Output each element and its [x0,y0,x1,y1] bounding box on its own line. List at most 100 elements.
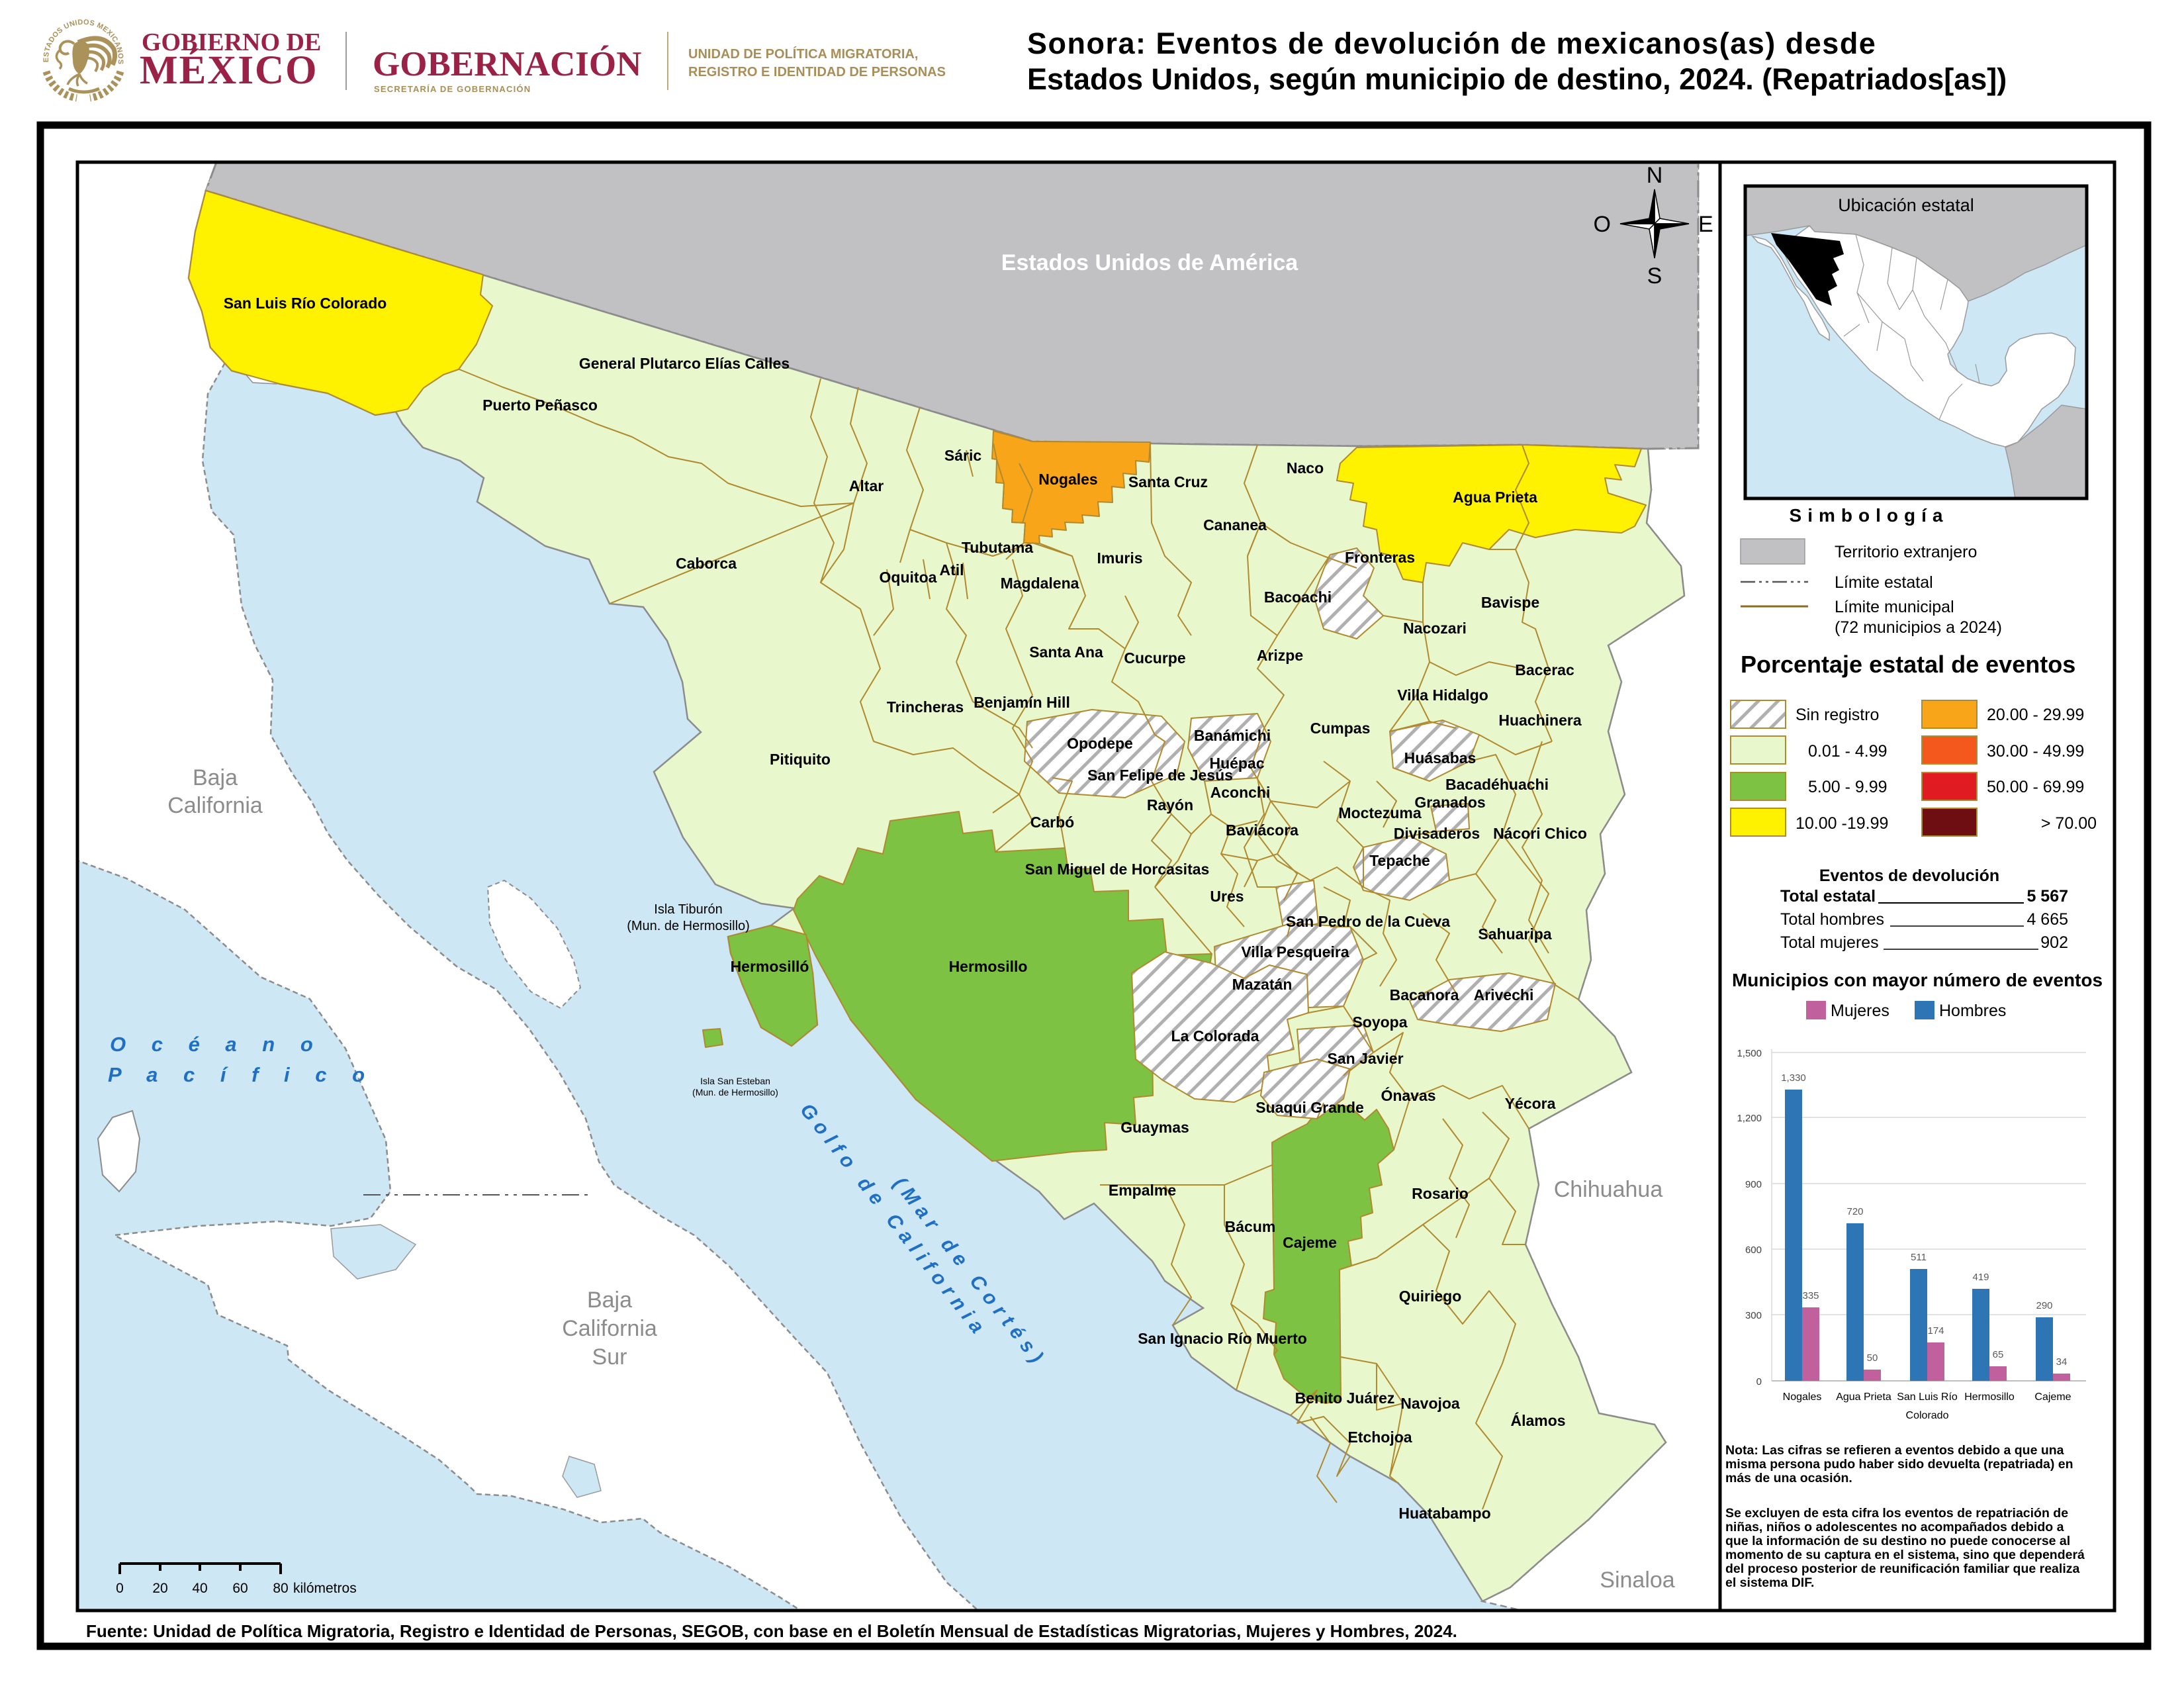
svg-text:San Luis Río Colorado: San Luis Río Colorado [224,295,387,312]
svg-text:Huatabampo: Huatabampo [1398,1505,1490,1522]
svg-text:Municipios con mayor número de: Municipios con mayor número de eventos [1732,970,2103,990]
svg-text:Nogales: Nogales [1783,1391,1822,1403]
svg-text:50: 50 [1867,1352,1878,1364]
svg-text:Hermosillo: Hermosillo [1964,1391,2015,1403]
svg-text:Divisaderos: Divisaderos [1394,825,1480,842]
svg-text:O c é a n o: O c é a n o [110,1033,323,1056]
svg-text:Cajeme: Cajeme [2034,1391,2071,1403]
svg-text:60: 60 [232,1581,248,1596]
svg-text:N: N [1647,163,1663,188]
svg-text:Simbología: Simbología [1790,505,1949,526]
svg-text:Etchojoa: Etchojoa [1347,1429,1412,1446]
svg-text:La Colorada: La Colorada [1171,1027,1259,1045]
svg-text:Imuris: Imuris [1097,549,1142,567]
svg-text:> 70.00: > 70.00 [2041,814,2097,833]
svg-text:que la información de su desti: que la información de su destino no pued… [1725,1534,2070,1548]
svg-text:Isla San Esteban: Isla San Esteban [700,1076,770,1086]
svg-text:34: 34 [2056,1356,2068,1368]
svg-text:Rayón: Rayón [1147,796,1193,814]
svg-text:Total hombres: Total hombres [1780,910,1884,929]
svg-text:Bavispe: Bavispe [1481,594,1539,611]
svg-text:Arivechi: Arivechi [1474,986,1534,1004]
svg-text:0.01 - 4.99: 0.01 - 4.99 [1808,742,1888,761]
svg-text:Álamos: Álamos [1510,1411,1565,1429]
svg-text:(Mun. de Hermosillo): (Mun. de Hermosillo) [692,1087,778,1098]
svg-text:10.00 -19.99: 10.00 -19.99 [1796,814,1888,833]
svg-text:0: 0 [116,1581,124,1596]
svg-text:Moctezuma: Moctezuma [1338,804,1421,821]
svg-text:Cajeme: Cajeme [1283,1234,1337,1251]
svg-text:Trincheras: Trincheras [887,698,964,716]
svg-text:300: 300 [1745,1310,1762,1321]
svg-text:Bacoachi: Bacoachi [1264,588,1332,606]
svg-text:Territorio extranjero: Territorio extranjero [1835,543,1977,561]
svg-text:(72 municipios a 2024): (72 municipios a 2024) [1835,618,2002,637]
svg-text:San Javier: San Javier [1327,1050,1403,1067]
svg-text:30.00 - 49.99: 30.00 - 49.99 [1987,742,2084,761]
svg-text:Magdalena: Magdalena [1001,575,1079,592]
svg-text:902: 902 [2040,933,2068,952]
svg-text:Empalme: Empalme [1109,1182,1176,1199]
svg-text:Cucurpe: Cucurpe [1124,649,1185,667]
svg-text:California: California [167,793,263,818]
svg-text:5.00 - 9.99: 5.00 - 9.99 [1808,778,1888,796]
svg-text:REGISTRO E IDENTIDAD DE PERSON: REGISTRO E IDENTIDAD DE PERSONAS [688,65,946,79]
svg-text:Aconchi: Aconchi [1210,784,1271,801]
svg-text:Suaqui Grande: Suaqui Grande [1255,1099,1364,1116]
svg-text:Sinaloa: Sinaloa [1600,1568,1675,1593]
svg-text:65: 65 [1993,1349,2004,1360]
svg-text:S: S [1647,263,1662,289]
svg-text:Nota: Las cifras se refieren a: Nota: Las cifras se refieren a eventos d… [1725,1443,2064,1458]
svg-text:Huépac: Huépac [1209,755,1264,772]
svg-text:General Plutarco Elías Calles: General Plutarco Elías Calles [579,355,790,372]
svg-text:California: California [562,1316,657,1341]
svg-text:Opodepe: Opodepe [1067,735,1133,752]
svg-text:335: 335 [1802,1290,1819,1301]
svg-text:Fronteras: Fronteras [1345,549,1415,566]
svg-text:Bacanora: Bacanora [1390,986,1459,1004]
svg-text:Granados: Granados [1414,794,1485,811]
svg-text:419: 419 [1972,1272,1989,1283]
svg-text:Altar: Altar [849,477,884,494]
svg-text:Se excluyen de esta cifra los: Se excluyen de esta cifra los eventos de… [1725,1506,2068,1521]
svg-text:Huachinera: Huachinera [1498,712,1581,729]
svg-text:Ures: Ures [1210,888,1244,905]
svg-text:Rosario: Rosario [1412,1185,1469,1202]
svg-text:Villa Hidalgo: Villa Hidalgo [1397,686,1488,704]
svg-text:MÉXICO: MÉXICO [140,48,318,93]
svg-text:4 665: 4 665 [2026,910,2068,929]
svg-text:SECRETARÍA DE GOBERNACIÓN: SECRETARÍA DE GOBERNACIÓN [374,84,531,94]
svg-text:Mazatán: Mazatán [1232,976,1293,993]
svg-text:Total mujeres: Total mujeres [1780,933,1879,952]
svg-text:O: O [1594,212,1611,237]
svg-text:Sur: Sur [592,1344,627,1370]
svg-text:Huásabas: Huásabas [1404,749,1477,767]
svg-text:Guaymas: Guaymas [1120,1119,1189,1136]
svg-text:1,500: 1,500 [1737,1048,1762,1059]
svg-text:Agua Prieta: Agua Prieta [1836,1391,1891,1403]
svg-text:Sahuaripa: Sahuaripa [1478,925,1551,943]
svg-text:Cumpas: Cumpas [1310,720,1371,737]
svg-text:5 567: 5 567 [2026,887,2068,906]
svg-text:Yécora: Yécora [1505,1095,1556,1112]
svg-text:Soyopa: Soyopa [1352,1013,1407,1031]
svg-text:174: 174 [1927,1325,1944,1336]
svg-text:Nácori Chico: Nácori Chico [1493,825,1587,842]
svg-text:Chihuahua: Chihuahua [1554,1177,1663,1202]
svg-text:San Miguel de Horcasitas: San Miguel de Horcasitas [1025,861,1210,878]
svg-text:momento de su captura en el si: momento de su captura en el sistema, sin… [1725,1548,2085,1562]
svg-text:Colorado: Colorado [1906,1410,1949,1421]
svg-text:Bacerac: Bacerac [1515,661,1574,679]
svg-text:Agua Prieta: Agua Prieta [1453,489,1537,506]
svg-text:Nacozari: Nacozari [1403,620,1467,637]
svg-text:más de una ocasión.: más de una ocasión. [1725,1471,1852,1485]
svg-text:Ubicación estatal: Ubicación estatal [1838,195,1974,215]
svg-text:1,200: 1,200 [1737,1113,1762,1124]
svg-text:Hermosilló: Hermosilló [731,958,809,975]
svg-text:290: 290 [2036,1300,2052,1311]
svg-text:Porcentaje estatal de eventos: Porcentaje estatal de eventos [1741,651,2075,678]
svg-text:Naco: Naco [1287,459,1324,477]
svg-text:San Ignacio Río Muerto: San Ignacio Río Muerto [1138,1330,1307,1347]
svg-text:Estados Unidos de América: Estados Unidos de América [1001,250,1299,275]
svg-text:niñas, niños o adolescentes no: niñas, niños o adolescentes no acompañad… [1725,1520,2064,1534]
